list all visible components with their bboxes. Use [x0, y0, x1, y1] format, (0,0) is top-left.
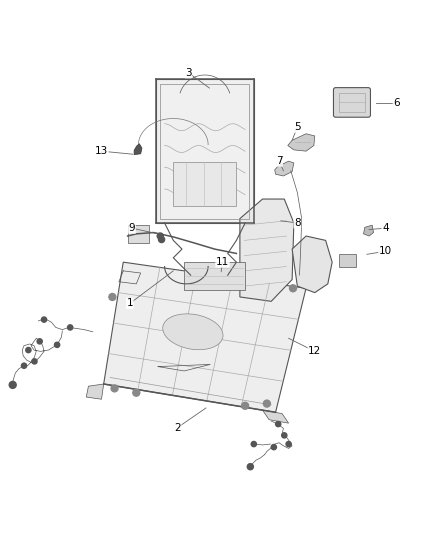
Circle shape: [67, 325, 73, 330]
Polygon shape: [86, 384, 104, 399]
Circle shape: [133, 389, 140, 396]
Circle shape: [242, 402, 249, 409]
Text: 1: 1: [127, 298, 133, 309]
Circle shape: [159, 237, 165, 243]
Polygon shape: [240, 199, 294, 301]
Circle shape: [42, 317, 47, 322]
Circle shape: [54, 342, 60, 348]
Bar: [339, 93, 365, 112]
Circle shape: [109, 294, 116, 301]
Circle shape: [111, 385, 118, 392]
FancyBboxPatch shape: [333, 87, 371, 117]
Circle shape: [290, 285, 297, 292]
Circle shape: [21, 363, 27, 368]
Circle shape: [157, 233, 163, 239]
Circle shape: [251, 441, 256, 447]
Text: 10: 10: [379, 246, 392, 256]
Text: 4: 4: [382, 223, 389, 233]
Polygon shape: [275, 161, 294, 176]
Polygon shape: [288, 134, 315, 151]
Text: 3: 3: [185, 68, 192, 78]
Polygon shape: [292, 236, 332, 293]
Polygon shape: [184, 262, 245, 290]
Text: 5: 5: [294, 122, 300, 132]
Text: 9: 9: [129, 223, 135, 233]
Polygon shape: [364, 225, 374, 236]
Circle shape: [37, 339, 42, 344]
Bar: [173, 162, 237, 206]
Circle shape: [282, 433, 287, 438]
Text: 11: 11: [216, 257, 229, 267]
Text: 2: 2: [174, 423, 181, 433]
Text: 6: 6: [393, 98, 400, 108]
Circle shape: [26, 348, 31, 353]
Text: 7: 7: [276, 156, 283, 166]
Circle shape: [276, 422, 281, 426]
Bar: [339, 254, 356, 266]
Circle shape: [271, 445, 276, 450]
Polygon shape: [104, 262, 306, 413]
Text: 12: 12: [308, 346, 321, 357]
Circle shape: [247, 464, 253, 470]
Polygon shape: [262, 410, 289, 423]
Ellipse shape: [163, 314, 223, 350]
Circle shape: [9, 382, 16, 389]
Circle shape: [263, 400, 270, 407]
Polygon shape: [134, 144, 142, 155]
Circle shape: [286, 441, 291, 447]
Circle shape: [32, 359, 37, 364]
Text: 13: 13: [95, 146, 108, 156]
Text: 8: 8: [294, 218, 300, 228]
FancyBboxPatch shape: [156, 79, 254, 223]
Polygon shape: [127, 225, 149, 243]
